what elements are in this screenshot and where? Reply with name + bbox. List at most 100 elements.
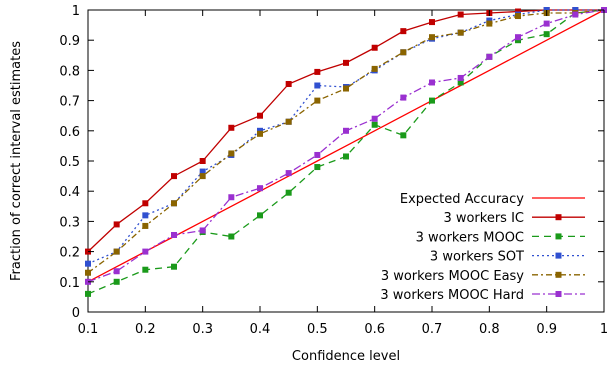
data-point bbox=[113, 248, 120, 255]
plot-border bbox=[87, 9, 605, 313]
data-point bbox=[228, 150, 235, 157]
data-point bbox=[257, 212, 263, 219]
data-point bbox=[142, 266, 149, 273]
data-point bbox=[171, 173, 177, 180]
x-tick-label: 0.5 bbox=[307, 322, 328, 337]
data-point bbox=[429, 79, 435, 86]
data-point bbox=[314, 164, 321, 171]
data-point bbox=[113, 278, 120, 285]
data-point bbox=[400, 28, 407, 35]
legend-label: 3 workers SOT bbox=[430, 250, 524, 265]
legend-label: 3 workers MOOC Easy bbox=[381, 269, 524, 284]
data-point bbox=[515, 34, 521, 41]
data-point bbox=[314, 151, 321, 158]
data-point bbox=[199, 158, 206, 164]
data-point bbox=[400, 94, 407, 101]
axis-layer: 0.1 0.2 0.3 0.4 0.5 0.6 0.7 0.8 0.9 100.10.20.30.… bbox=[59, 4, 607, 337]
series-line bbox=[87, 9, 605, 283]
legend-marker bbox=[555, 252, 562, 259]
data-point bbox=[371, 44, 378, 51]
data-point bbox=[142, 248, 149, 255]
data-point bbox=[543, 20, 550, 27]
data-point bbox=[171, 200, 177, 207]
data-point bbox=[371, 121, 378, 128]
data-point bbox=[142, 200, 149, 207]
x-tick-label: 0.9 bbox=[536, 322, 557, 337]
y-tick-label: 0.9 bbox=[59, 34, 80, 49]
series-3 bbox=[85, 7, 607, 267]
y-tick-label: 0.7 bbox=[59, 95, 80, 110]
y-tick-label: 0.6 bbox=[59, 125, 80, 140]
data-point bbox=[429, 19, 435, 26]
data-point bbox=[285, 118, 292, 125]
data-point bbox=[343, 85, 349, 92]
data-point bbox=[343, 59, 349, 66]
data-point bbox=[285, 189, 292, 196]
legend-label: 3 workers MOOC bbox=[416, 230, 524, 245]
data-point bbox=[257, 130, 263, 137]
data-point bbox=[486, 53, 493, 60]
data-point bbox=[486, 17, 493, 24]
data-point bbox=[429, 34, 435, 41]
data-point bbox=[371, 65, 378, 72]
legend-marker bbox=[555, 214, 562, 221]
y-tick-label: 0.2 bbox=[59, 246, 80, 261]
data-point bbox=[314, 97, 321, 104]
data-point bbox=[314, 82, 321, 89]
data-point bbox=[171, 231, 177, 238]
data-point bbox=[457, 29, 464, 36]
legend-entry-5: 3 workers MOOC Hard bbox=[380, 288, 585, 303]
legend-label: Expected Accuracy bbox=[400, 192, 524, 207]
data-point bbox=[457, 79, 464, 86]
legend-entry-1: 3 workers IC bbox=[443, 211, 585, 226]
data-point bbox=[429, 97, 435, 104]
data-point bbox=[515, 13, 521, 20]
x-tick-label: 0.7 bbox=[422, 322, 443, 337]
data-point bbox=[199, 168, 206, 175]
legend-marker bbox=[555, 271, 562, 278]
x-axis-title: Confidence level bbox=[292, 349, 400, 364]
series-0 bbox=[87, 9, 605, 283]
y-tick-label: 0.4 bbox=[59, 185, 80, 200]
data-point bbox=[572, 7, 579, 13]
y-tick-label: 0 bbox=[72, 306, 80, 321]
series-4 bbox=[85, 7, 607, 276]
y-tick-label: 0.8 bbox=[59, 64, 80, 79]
series-layer bbox=[85, 7, 607, 297]
data-point bbox=[113, 221, 120, 228]
data-point bbox=[228, 233, 235, 240]
x-tick-label: 0.4 bbox=[250, 322, 271, 337]
series-line bbox=[87, 9, 604, 265]
data-point bbox=[371, 115, 378, 122]
data-point bbox=[85, 269, 91, 276]
legend: Expected Accuracy 3 workers IC 3 workers M… bbox=[380, 192, 585, 303]
y-tick-label: 1 bbox=[72, 4, 80, 19]
data-point bbox=[285, 80, 292, 87]
legend-entry-0: Expected Accuracy bbox=[400, 192, 585, 207]
data-point bbox=[142, 222, 149, 229]
legend-entry-2: 3 workers MOOC bbox=[416, 230, 585, 245]
data-point bbox=[572, 11, 579, 18]
legend-label: 3 workers MOOC Hard bbox=[380, 288, 524, 303]
data-point bbox=[457, 74, 464, 81]
data-point bbox=[113, 268, 120, 275]
series-2 bbox=[85, 7, 607, 297]
x-tick-label: 0.3 bbox=[192, 322, 213, 337]
y-axis-title: Fraction of correct interval estimates bbox=[9, 41, 24, 281]
legend-label: 3 workers IC bbox=[443, 211, 524, 226]
data-point bbox=[515, 37, 521, 44]
x-tick-label: 1 bbox=[600, 322, 607, 337]
series-line bbox=[87, 9, 605, 295]
legend-marker bbox=[555, 233, 562, 240]
data-point bbox=[171, 263, 177, 270]
data-point bbox=[486, 20, 493, 27]
data-point bbox=[400, 49, 407, 56]
legend-entry-4: 3 workers MOOC Easy bbox=[381, 269, 585, 284]
data-point bbox=[199, 227, 206, 234]
x-tick-label: 0.1 bbox=[78, 322, 99, 337]
plot-area bbox=[87, 9, 605, 313]
data-point bbox=[257, 185, 263, 192]
x-tick-label: 0.2 bbox=[135, 322, 156, 337]
legend-entry-3: 3 workers SOT bbox=[430, 250, 585, 265]
